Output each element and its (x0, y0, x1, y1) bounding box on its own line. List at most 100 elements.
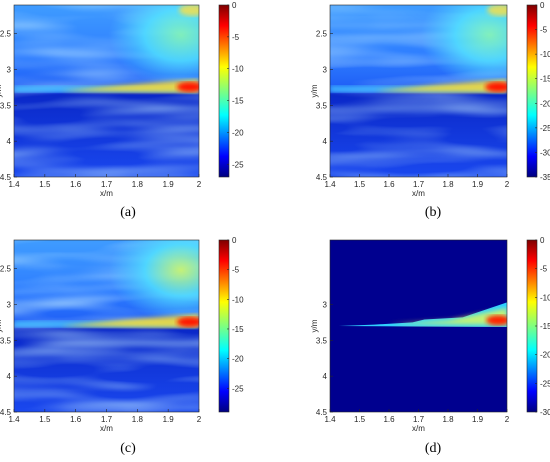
y-tick-label: 2.5 (0, 30, 12, 39)
x-tick-label: 1.9 (472, 180, 484, 189)
x-tick-label: 1.9 (472, 415, 484, 424)
colorbar-tick-label: -15 (232, 97, 244, 106)
heatmap-top-spot (178, 5, 199, 16)
y-tick-label: 4.5 (0, 408, 12, 417)
x-tick-label: 2 (197, 415, 202, 424)
x-tick-label: 1.5 (39, 415, 51, 424)
y-tick-label: 3.5 (316, 101, 328, 110)
x-axis-label: x/m (412, 189, 425, 198)
x-tick-label: 1.7 (413, 180, 425, 189)
colorbar-tick-label: -15 (540, 75, 550, 84)
colorbar-tick-label: -20 (540, 351, 550, 360)
colorbar: 0 -5 -10 -15 -20 -25 (218, 236, 244, 413)
y-tick-label: 3.5 (0, 336, 12, 345)
colorbar: 0 -5 -10 -15 -20 -25 -30 -35 (526, 1, 550, 182)
panel-a: 1.4 1.5 1.6 1.7 1.8 1.9 2 2.5 3 3.5 4 4.5 x/m y/m 0 -5 -… (0, 1, 244, 220)
heatmap-hotspot (176, 82, 199, 92)
heatmap-area (14, 5, 199, 177)
heatmap-hotspot (176, 317, 199, 327)
colorbar-tick-label: 0 (232, 1, 237, 10)
y-tick-label: 3.5 (0, 101, 12, 110)
colorbar-tick-label: -25 (232, 160, 244, 169)
heatmap-hotspot (486, 315, 507, 326)
y-tick-label: 4.5 (316, 173, 328, 182)
colorbar-tick-label: -10 (232, 295, 244, 304)
panel-caption: (c) (120, 441, 136, 456)
panel-d: 1.4 1.5 1.6 1.7 1.8 1.9 2 3 3.5 4 4.5 x/m y/m 0 -5 -10 -… (310, 236, 550, 456)
colorbar: 0 -5 -10 -15 -20 -25 -30 (526, 236, 550, 417)
panel-b: 1.4 1.5 1.6 1.7 1.8 1.9 2 2.5 3 3.5 4 4.5 x/m y/m 0 -5 -… (310, 1, 550, 220)
x-tick-label: 1.9 (163, 180, 175, 189)
heatmap-interface-core (60, 79, 199, 93)
heatmap-warm-region (78, 5, 199, 91)
heatmap-warm-region (391, 5, 507, 91)
panel-caption: (d) (425, 441, 442, 456)
heatmap-area (330, 240, 507, 412)
panel-caption: (a) (120, 205, 136, 220)
x-tick-label: 2 (505, 180, 510, 189)
colorbar-gradient (218, 239, 230, 413)
x-tick-label: 1.4 (8, 415, 20, 424)
heatmap-interface-core (60, 314, 199, 328)
x-tick-label: 1.4 (324, 415, 336, 424)
x-tick-label: 1.6 (383, 415, 395, 424)
panel-caption: (b) (425, 205, 442, 220)
colorbar-tick-label: -20 (540, 99, 550, 108)
x-tick-label: 1.8 (442, 415, 454, 424)
colorbar-tick-label: -5 (232, 266, 240, 275)
x-tick-label: 1.7 (101, 415, 113, 424)
x-tick-label: 1.4 (324, 180, 336, 189)
colorbar-tick-label: -10 (540, 50, 550, 59)
colorbar-tick-label: -10 (540, 293, 550, 302)
colorbar: 0 -5 -10 -15 -20 -25 (218, 1, 244, 178)
y-tick-label: 2.5 (316, 30, 328, 39)
x-tick-label: 1.4 (8, 180, 20, 189)
colorbar-gradient (526, 4, 538, 178)
x-tick-label: 1.6 (70, 180, 82, 189)
y-tick-label: 3 (323, 66, 328, 75)
x-tick-label: 1.8 (132, 180, 144, 189)
x-tick-label: 1.7 (413, 415, 425, 424)
y-tick-label: 3 (7, 66, 12, 75)
x-tick-label: 1.5 (354, 180, 366, 189)
y-tick-label: 3 (7, 301, 12, 310)
y-axis-label: y/m (0, 84, 3, 97)
x-axis-label: x/m (412, 424, 425, 433)
colorbar-tick-label: -5 (540, 265, 548, 274)
y-tick-label: 4 (7, 137, 12, 146)
colorbar-tick-label: -10 (232, 65, 244, 74)
colorbar-tick-label: -5 (232, 33, 240, 42)
x-tick-label: 1.5 (354, 415, 366, 424)
colorbar-tick-label: 0 (540, 236, 545, 245)
colorbar-tick-label: -35 (540, 173, 550, 182)
colorbar-tick-label: -15 (540, 322, 550, 331)
x-tick-label: 1.6 (383, 180, 395, 189)
colorbar-tick-label: 0 (540, 1, 545, 10)
colorbar-tick-label: -30 (540, 148, 550, 157)
y-tick-label: 3.5 (316, 336, 328, 345)
heatmap-area (14, 240, 199, 412)
x-tick-label: 2 (197, 180, 202, 189)
y-tick-label: 2.5 (0, 265, 12, 274)
x-axis-label: x/m (100, 189, 113, 198)
heatmap-top-spot (487, 5, 507, 16)
panel-c: 1.4 1.5 1.6 1.7 1.8 1.9 2 2.5 3 3.5 4 4.5 x/m y/m 0 -5 -… (0, 236, 244, 456)
y-tick-label: 4.5 (0, 173, 12, 182)
heatmap-warm-region (78, 240, 199, 326)
x-tick-label: 2 (505, 415, 510, 424)
x-tick-label: 1.5 (39, 180, 51, 189)
heatmap-interface-core (374, 79, 507, 93)
x-tick-label: 1.9 (163, 415, 175, 424)
colorbar-tick-label: 0 (232, 236, 237, 245)
y-tick-label: 4 (323, 137, 328, 146)
heatmap-interface-core (389, 308, 507, 325)
x-tick-label: 1.6 (70, 415, 82, 424)
colorbar-tick-label: -25 (540, 124, 550, 133)
heatmap-hotspot (485, 82, 507, 92)
x-tick-label: 1.8 (442, 180, 454, 189)
x-tick-label: 1.7 (101, 180, 113, 189)
y-tick-label: 3 (323, 301, 328, 310)
colorbar-gradient (218, 4, 230, 178)
colorbar-tick-label: -30 (540, 408, 550, 417)
